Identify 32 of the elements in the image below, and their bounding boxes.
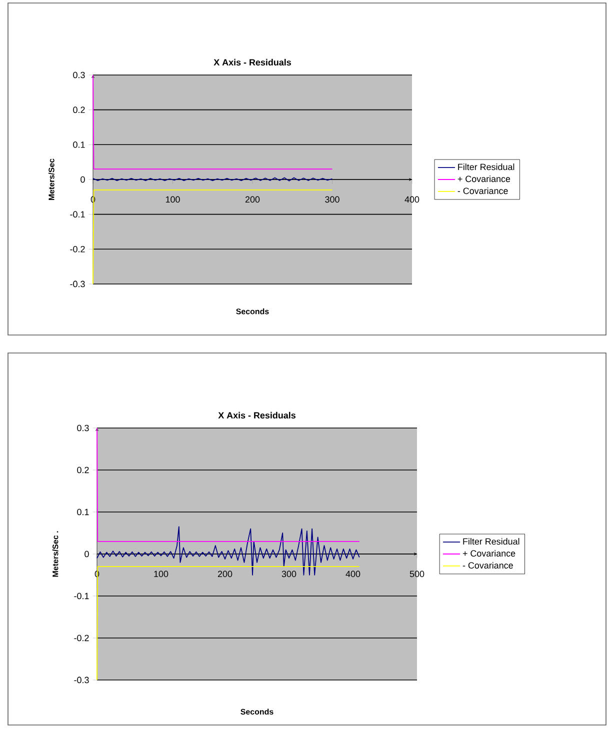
y-tick-label: -0.1 — [74, 592, 89, 600]
legend-label: + Covariance — [462, 550, 516, 557]
legend-label: - Covariance — [458, 187, 508, 194]
legend-label: + Covariance — [458, 175, 510, 182]
y-tick-label: -0.3 — [70, 280, 85, 288]
legend-label: Filter Residual — [458, 164, 514, 170]
chart-title: X Axis - Residuals — [214, 58, 291, 66]
y-tick-label: -0.2 — [74, 634, 89, 642]
y-tick-label: 0.1 — [73, 141, 85, 148]
x-tick-label: 100 — [166, 196, 180, 203]
x-tick-label: 500 — [410, 570, 424, 578]
y-tick-label: 0.3 — [73, 72, 85, 78]
legend-label: - Covariance — [462, 562, 513, 569]
y-tick-label: 0.1 — [77, 508, 89, 516]
y-tick-label: 0.2 — [77, 466, 89, 474]
x-tick-label: 100 — [154, 570, 168, 578]
x-tick-label: 200 — [218, 570, 232, 578]
y-tick-label: -0.3 — [74, 676, 89, 684]
y-tick-label: 0 — [84, 550, 89, 558]
y-tick-label: 0.2 — [73, 106, 85, 114]
chart-title: X Axis - Residuals — [218, 412, 296, 418]
legend-label: Filter Residual — [463, 538, 520, 545]
y-tick-label: -0.2 — [70, 246, 85, 252]
x-tick-label: 400 — [404, 196, 420, 203]
x-tick-label: 300 — [325, 196, 340, 203]
y-tick-label: 0.3 — [77, 424, 89, 432]
line-series — [96, 526, 360, 576]
y-tick-label: -0.1 — [70, 211, 85, 218]
x-tick-label: 200 — [245, 196, 260, 203]
x-tick-label: 400 — [346, 570, 360, 578]
y-tick-label: 0 — [80, 176, 85, 183]
x-tick-label: 300 — [282, 570, 296, 578]
